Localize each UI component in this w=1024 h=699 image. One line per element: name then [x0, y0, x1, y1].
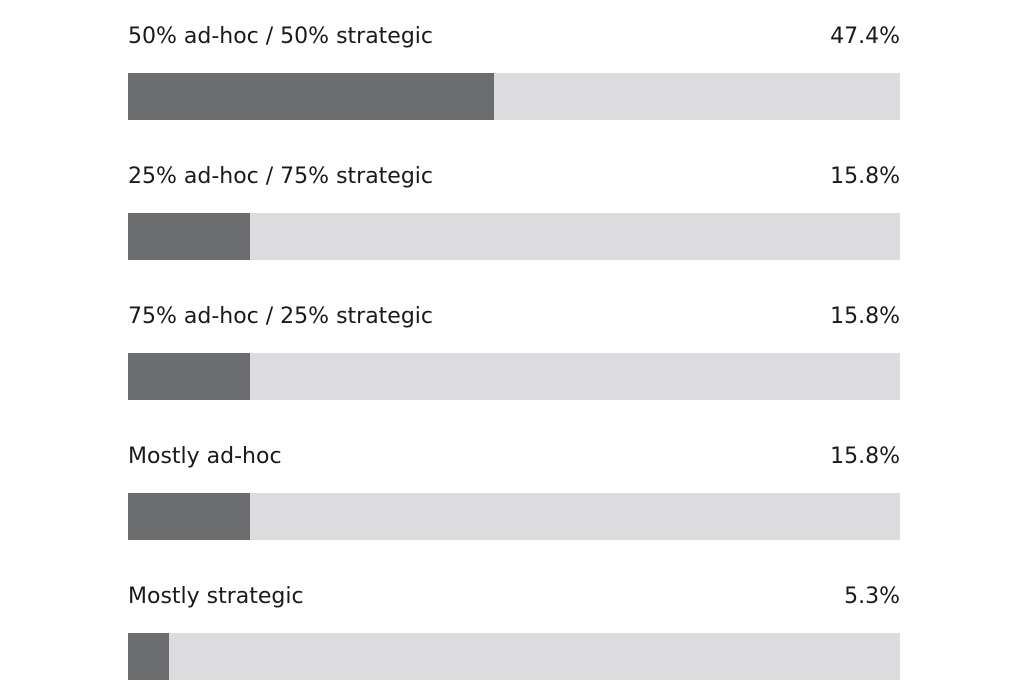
bar-track [128, 353, 900, 400]
bar-row: 25% ad-hoc / 75% strategic 15.8% [128, 140, 900, 260]
bar-row: 75% ad-hoc / 25% strategic 15.8% [128, 280, 900, 400]
bar-label: 50% ad-hoc / 50% strategic [128, 24, 434, 49]
bar-value-label: 15.8% [830, 444, 900, 469]
bar-row: 50% ad-hoc / 50% strategic 47.4% [128, 0, 900, 120]
bar-label: Mostly strategic [128, 584, 304, 609]
bar-value-label: 5.3% [844, 584, 900, 609]
bar-fill [128, 633, 169, 680]
bar-value-label: 15.8% [830, 164, 900, 189]
bar-label: 25% ad-hoc / 75% strategic [128, 164, 434, 189]
bar-fill [128, 213, 250, 260]
bar-track [128, 633, 900, 680]
bar-fill [128, 493, 250, 540]
bar-row: Mostly ad-hoc 15.8% [128, 420, 900, 540]
bar-fill [128, 353, 250, 400]
bar-track [128, 73, 900, 120]
bar-value-label: 15.8% [830, 304, 900, 329]
bar-fill [128, 73, 494, 120]
bar-label: Mostly ad-hoc [128, 444, 282, 469]
bar-track [128, 493, 900, 540]
bar-label: 75% ad-hoc / 25% strategic [128, 304, 434, 329]
bar-track [128, 213, 900, 260]
bar-row: Mostly strategic 5.3% [128, 560, 900, 680]
bar-value-label: 47.4% [830, 24, 900, 49]
